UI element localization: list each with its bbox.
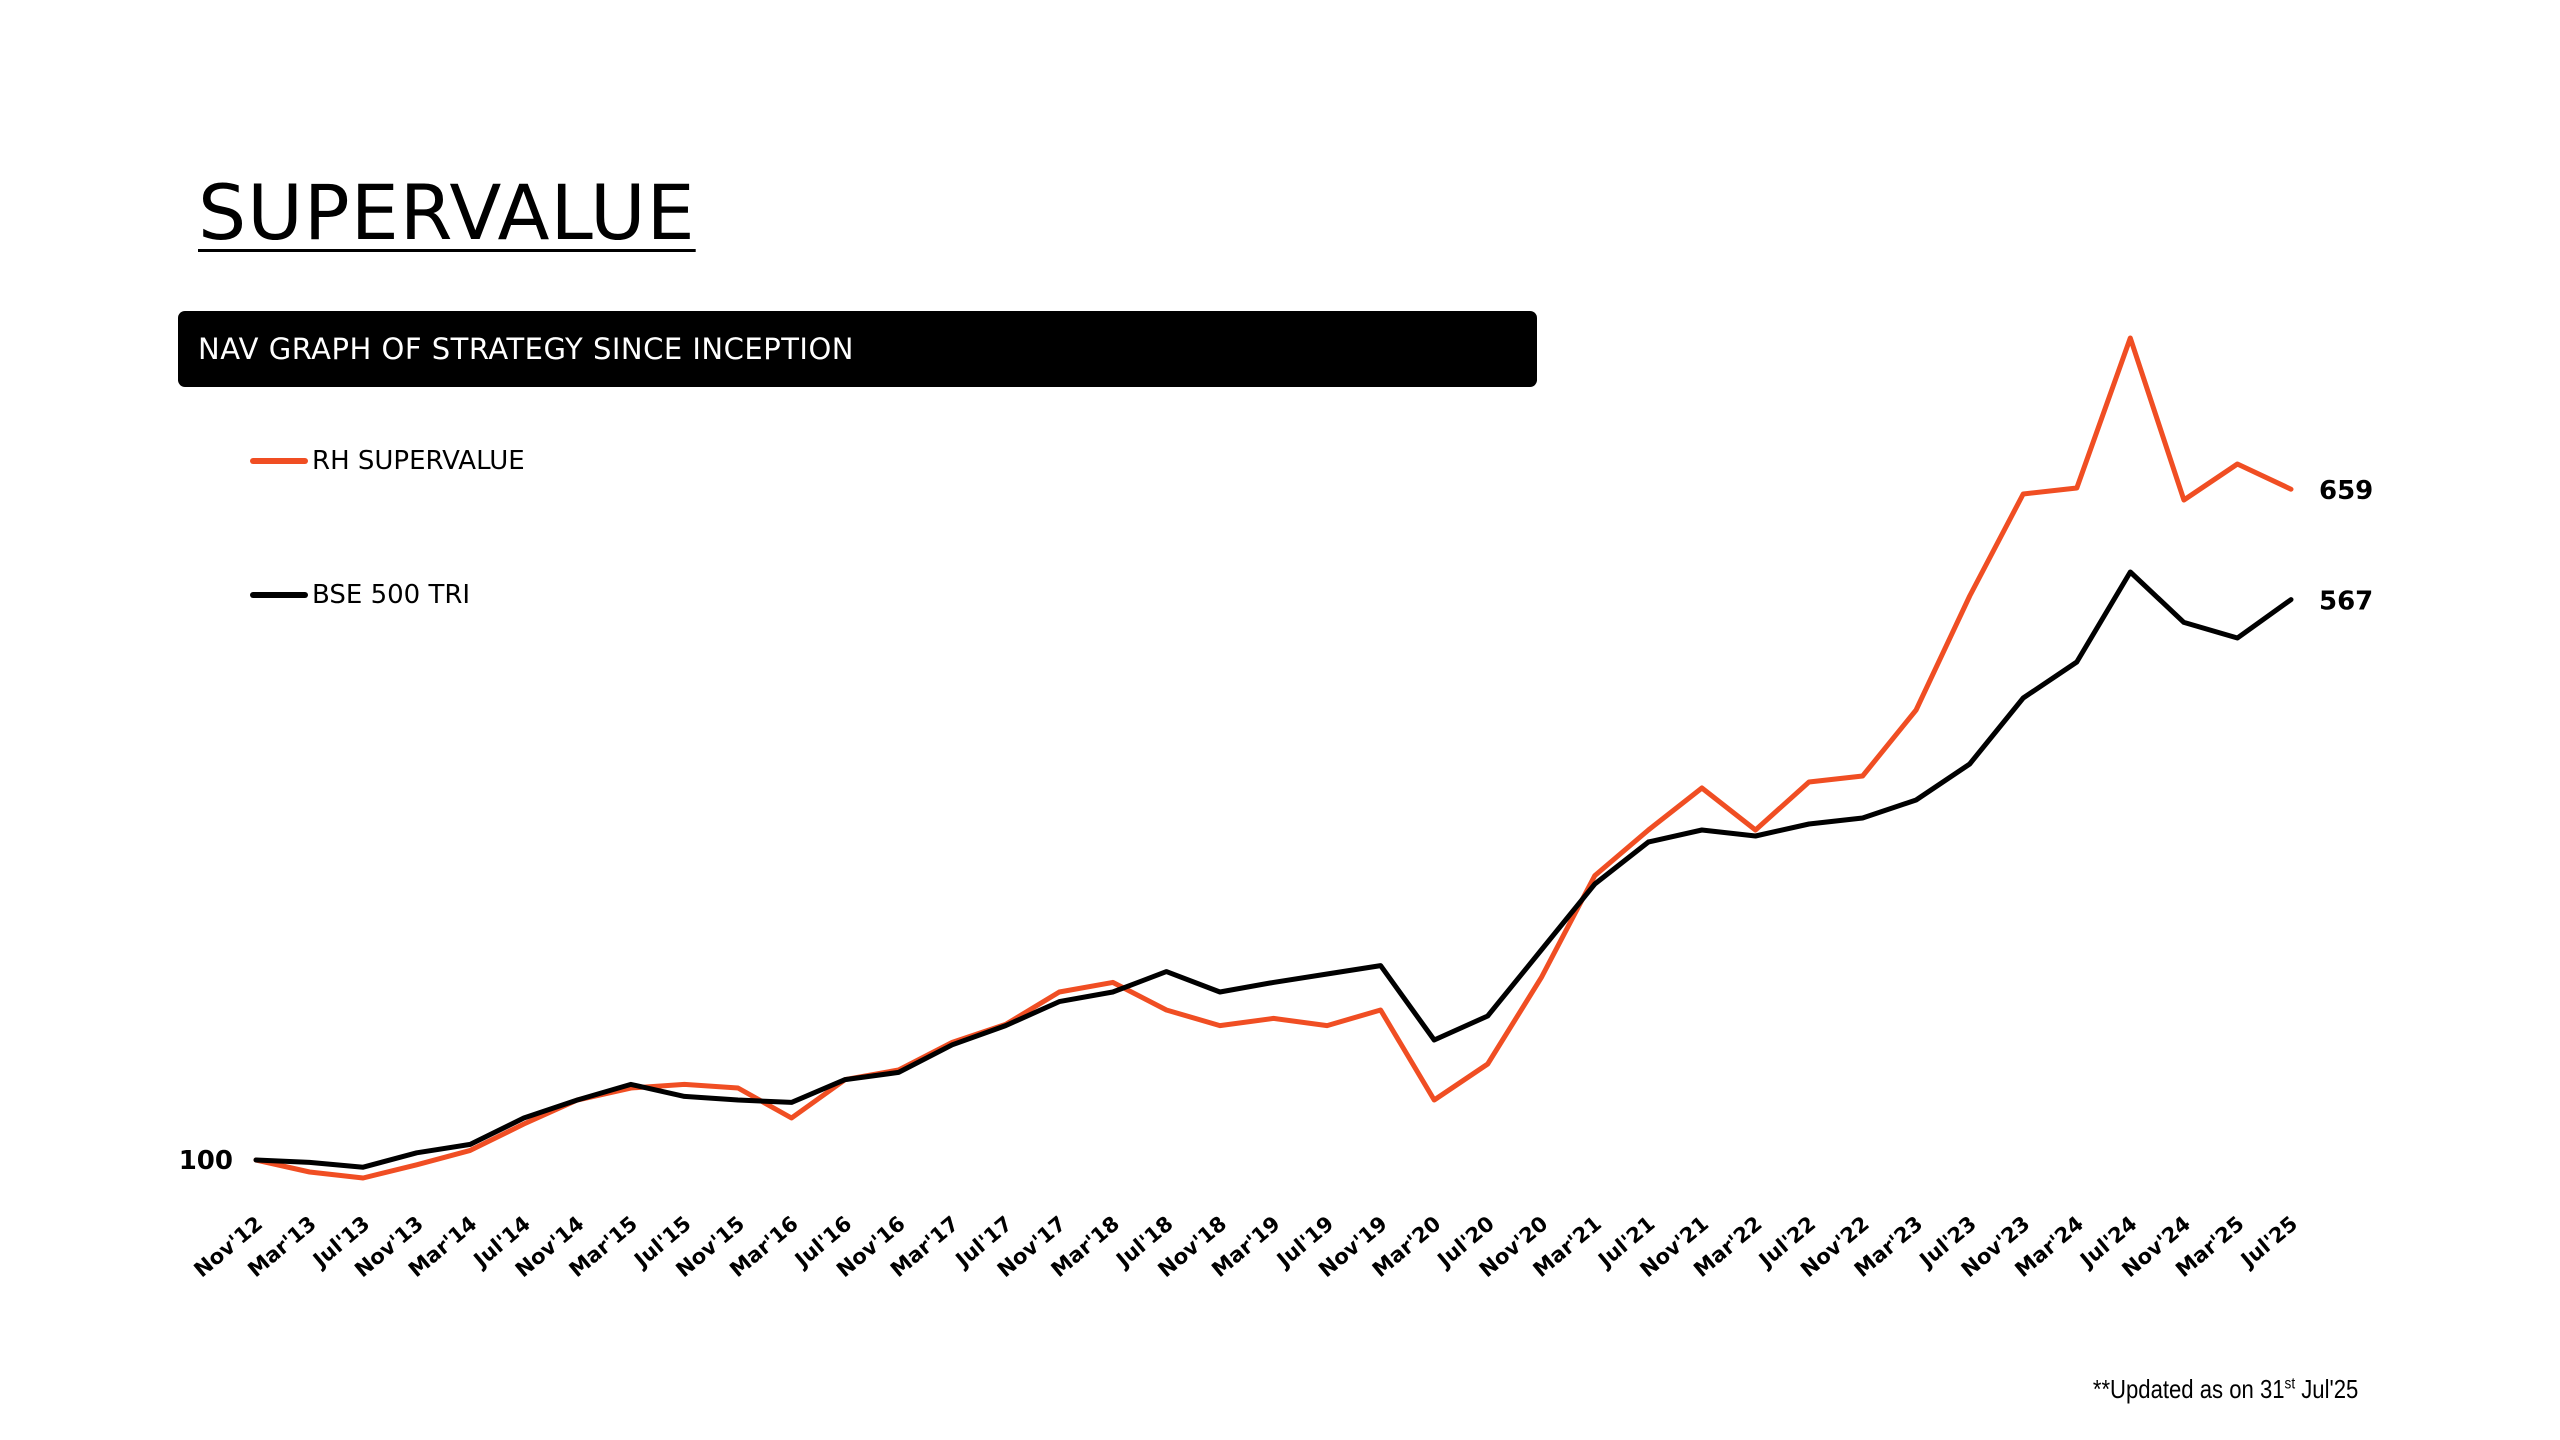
- start-value-label: 100: [179, 1146, 233, 1176]
- legend-swatch-bse-500-tri: [250, 592, 308, 598]
- footnote-suffix: Jul'25: [2294, 1374, 2358, 1404]
- footnote-prefix: **Updated as on 31: [2092, 1374, 2285, 1404]
- update-footnote: **Updated as on 31st Jul'25: [2093, 1374, 2358, 1405]
- banner-text: NAV GRAPH OF STRATEGY SINCE INCEPTION: [198, 332, 854, 366]
- series-line-bse-500-tri: [253, 569, 2294, 1170]
- section-banner: NAV GRAPH OF STRATEGY SINCE INCEPTION: [178, 311, 1537, 387]
- legend-item-bse-500-tri: BSE 500 TRI: [250, 580, 470, 610]
- legend-label-bse-500-tri: BSE 500 TRI: [312, 580, 471, 610]
- footnote-superscript: st: [2284, 1375, 2295, 1393]
- legend-swatch-rh-supervalue: [250, 458, 308, 464]
- page-title: SUPERVALUE: [198, 168, 696, 257]
- legend-label-rh-supervalue: RH SUPERVALUE: [312, 446, 525, 476]
- end-value-label-rh-supervalue: 659: [2319, 476, 2373, 506]
- end-value-label-bse-500-tri: 567: [2319, 587, 2373, 617]
- series-line-rh-supervalue: [253, 335, 2294, 1181]
- legend-item-rh-supervalue: RH SUPERVALUE: [250, 446, 525, 476]
- x-tick-label: Jul'25: [2235, 1211, 2302, 1273]
